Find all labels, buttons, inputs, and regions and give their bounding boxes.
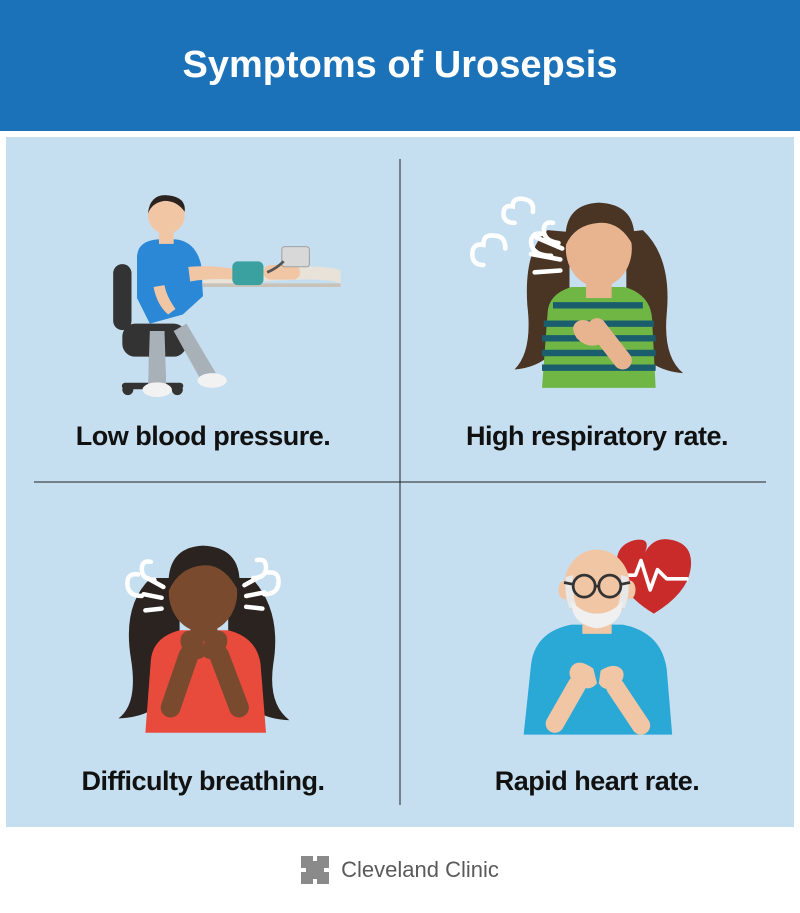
header-banner: Symptoms of Urosepsis [0, 0, 800, 131]
footer: Cleveland Clinic [0, 827, 800, 913]
caption-rapid-hr: Rapid heart rate. [495, 766, 700, 797]
rapid-hr-icon [457, 522, 737, 742]
brand-name: Cleveland Clinic [341, 857, 499, 883]
diff-br-icon [68, 522, 338, 742]
panel-high-respiratory-rate: High respiratory rate. [400, 137, 794, 482]
panel-difficulty-breathing: Difficulty breathing. [6, 482, 400, 827]
caption-low-bp: Low blood pressure. [76, 421, 331, 452]
brand-logo-icon [301, 856, 329, 884]
panel-low-blood-pressure: Low blood pressure. [6, 137, 400, 482]
illustration-high-rr [410, 161, 784, 413]
illustration-diff-br [16, 506, 390, 758]
low-bp-icon [53, 177, 353, 397]
illustration-low-bp [16, 161, 390, 413]
caption-high-rr: High respiratory rate. [466, 421, 728, 452]
panel-grid-wrap: Low blood pressure. [0, 131, 800, 827]
high-rr-icon [457, 177, 737, 397]
illustration-rapid-hr [410, 506, 784, 758]
page-title: Symptoms of Urosepsis [183, 44, 618, 86]
panel-rapid-heart-rate: Rapid heart rate. [400, 482, 794, 827]
panel-grid: Low blood pressure. [6, 137, 794, 827]
horizontal-divider [34, 482, 766, 483]
caption-diff-br: Difficulty breathing. [81, 766, 324, 797]
